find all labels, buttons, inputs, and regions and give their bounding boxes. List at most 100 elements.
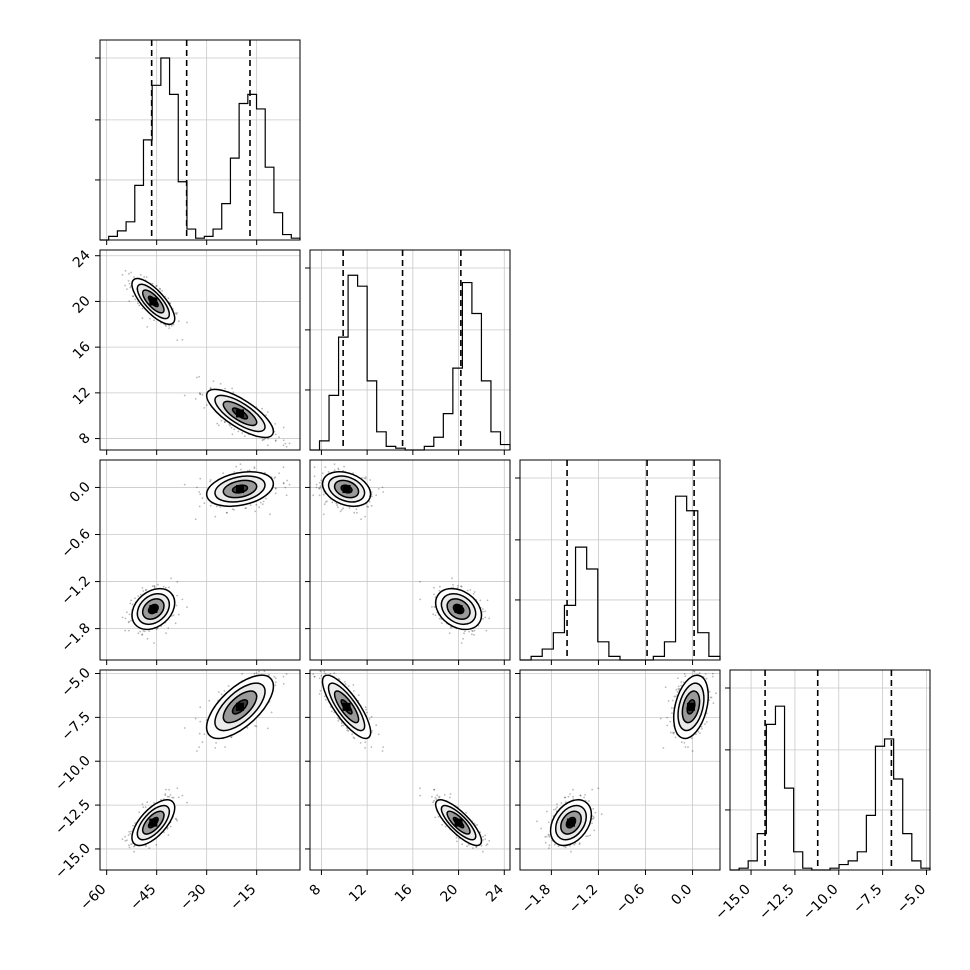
sample-point xyxy=(468,843,470,846)
sample-point xyxy=(201,393,204,396)
sample-point xyxy=(335,502,338,505)
sample-point xyxy=(587,835,589,837)
sample-point xyxy=(237,430,240,433)
sample-point xyxy=(313,475,316,478)
sample-point xyxy=(214,515,217,518)
sample-point xyxy=(457,584,459,587)
sample-point xyxy=(282,444,285,447)
sample-point xyxy=(129,602,132,605)
sample-point xyxy=(199,392,202,395)
sample-point xyxy=(230,426,233,429)
sample-point xyxy=(482,610,484,613)
sample-point xyxy=(124,617,127,620)
sample-point xyxy=(167,297,170,300)
sample-point xyxy=(146,637,149,640)
panel-frame xyxy=(99,39,301,241)
sample-point xyxy=(600,813,603,816)
sample-point xyxy=(337,720,340,722)
sample-point xyxy=(196,376,198,379)
sample-point xyxy=(215,505,218,508)
sample-point xyxy=(569,844,571,847)
sample-point xyxy=(167,834,170,836)
sample-point xyxy=(151,585,154,588)
sample-point xyxy=(263,438,266,441)
sample-point xyxy=(274,476,277,478)
sample-point xyxy=(344,683,347,685)
sample-point xyxy=(121,838,124,840)
sample-point xyxy=(132,295,135,298)
y-tick-label: 12 xyxy=(70,384,94,408)
sample-point xyxy=(241,432,244,434)
sample-point xyxy=(175,313,178,315)
sample-point xyxy=(434,816,437,819)
sample-point xyxy=(143,276,146,278)
sample-point xyxy=(214,747,217,749)
panel-frame xyxy=(99,459,301,661)
sample-point xyxy=(224,746,227,748)
sample-point xyxy=(288,442,291,445)
sample-point xyxy=(484,834,486,837)
sample-point xyxy=(343,465,345,468)
sample-point xyxy=(319,486,322,489)
sample-point xyxy=(324,501,327,503)
sample-point xyxy=(155,628,158,631)
sample-point xyxy=(536,820,538,823)
sample-point xyxy=(144,806,147,808)
sample-point xyxy=(273,675,276,678)
sample-point xyxy=(451,577,453,580)
sample-point xyxy=(365,708,367,711)
sample-point xyxy=(482,835,484,838)
sample-point xyxy=(548,844,551,847)
sample-point xyxy=(209,387,212,390)
sample-point xyxy=(573,844,576,846)
sample-point xyxy=(227,685,230,687)
sample-point xyxy=(128,282,131,285)
sample-point xyxy=(155,285,158,287)
sample-point xyxy=(127,272,130,275)
sample-point xyxy=(138,811,141,813)
sample-point xyxy=(225,511,228,514)
sample-point xyxy=(141,307,144,310)
x-tick-label: −30 xyxy=(177,882,209,914)
sample-point xyxy=(146,801,149,804)
panel-frame xyxy=(309,669,511,871)
sample-point xyxy=(318,494,321,497)
sample-point xyxy=(186,321,188,324)
sample-point xyxy=(486,599,489,602)
sample-point xyxy=(484,838,487,840)
sample-point xyxy=(130,843,133,846)
sample-point xyxy=(462,637,464,640)
sample-point xyxy=(258,670,260,673)
sample-point xyxy=(419,794,422,797)
sample-point xyxy=(326,500,328,503)
sample-point xyxy=(177,796,180,799)
sample-point xyxy=(285,445,288,448)
sample-point xyxy=(149,317,151,320)
sample-point xyxy=(145,276,148,278)
sample-point xyxy=(235,465,238,468)
sample-point xyxy=(322,513,325,516)
sample-point xyxy=(322,493,325,496)
sample-point xyxy=(132,824,135,827)
density-peak xyxy=(236,702,244,711)
sample-point xyxy=(233,508,235,511)
sample-point xyxy=(181,598,184,601)
sample-point xyxy=(439,585,441,588)
sample-point xyxy=(132,295,134,298)
sample-point xyxy=(344,681,346,683)
density-peak xyxy=(454,605,463,614)
density-peak xyxy=(236,409,244,418)
sample-point xyxy=(366,711,368,714)
sample-point xyxy=(153,802,155,804)
sample-point xyxy=(324,466,327,468)
sample-point xyxy=(137,632,140,635)
density-peak xyxy=(454,818,463,827)
sample-point xyxy=(255,725,258,728)
sample-point xyxy=(342,507,345,510)
y-tick-label: 24 xyxy=(70,247,94,271)
sample-point xyxy=(175,604,178,607)
sample-point xyxy=(220,419,223,422)
sample-point xyxy=(548,835,551,838)
sample-point xyxy=(546,810,548,813)
sample-point xyxy=(285,494,288,497)
